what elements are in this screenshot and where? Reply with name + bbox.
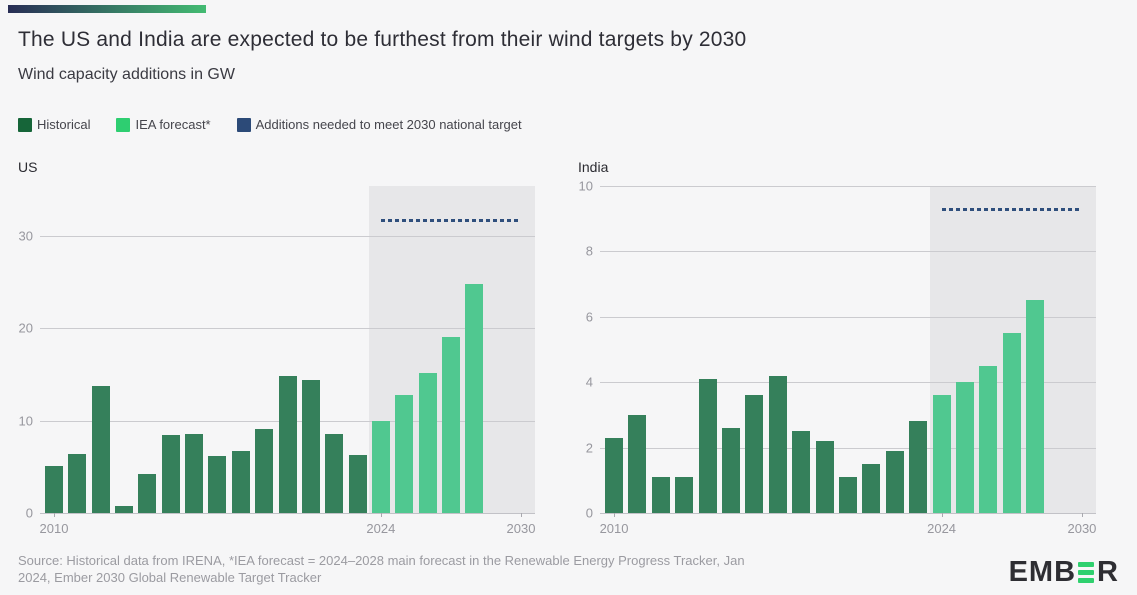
y-axis-label-8: 8 <box>585 243 593 259</box>
us-plot-area: 0 10 20 30 2010 2024 2030 <box>19 186 535 536</box>
gridline-20 <box>40 328 535 330</box>
y-axis-label-30: 30 <box>18 228 33 244</box>
y-axis-label-2: 2 <box>585 440 593 456</box>
page-title: The US and India are expected to be furt… <box>18 28 747 51</box>
legend-item-2: Additions needed to meet 2030 national t… <box>236 117 522 132</box>
ember-logo-text-r: R <box>1097 556 1119 588</box>
y-axis-label-0: 0 <box>25 505 33 521</box>
chart-title-us: US <box>18 159 38 175</box>
x-axis-label-2030: 2030 <box>1067 521 1097 536</box>
x-tick-2030 <box>1081 513 1083 517</box>
bar-2022 <box>325 433 344 513</box>
bar-2023 <box>348 454 367 513</box>
bar-2014 <box>698 378 717 513</box>
bar-2012 <box>91 386 110 513</box>
y-axis-label-0: 0 <box>585 505 593 521</box>
bar-2015 <box>161 435 180 513</box>
bar-2015 <box>722 427 741 513</box>
page-subtitle: Wind capacity additions in GW <box>18 66 235 83</box>
x-axis-label-2024: 2024 <box>927 521 957 536</box>
gridline-0 <box>600 513 1096 514</box>
bar-2025 <box>955 382 974 513</box>
bar-2016 <box>745 395 764 513</box>
bar-2027 <box>1002 333 1021 513</box>
target-line <box>941 207 1082 211</box>
bar-2026 <box>418 372 437 513</box>
bar-2016 <box>185 433 204 513</box>
bar-2023 <box>909 421 928 513</box>
bar-2025 <box>395 394 414 513</box>
y-axis-label-20: 20 <box>18 320 33 336</box>
gridline-2 <box>600 447 1096 449</box>
gridline-6 <box>600 316 1096 318</box>
x-axis-label-2024: 2024 <box>366 521 396 536</box>
x-axis-label-2030: 2030 <box>506 521 536 536</box>
x-axis-label-2010: 2010 <box>39 521 69 536</box>
gridline-8 <box>600 251 1096 253</box>
bar-2011 <box>628 414 647 513</box>
source-note-line2: 2024, Ember 2030 Global Renewable Target… <box>18 570 322 585</box>
bar-2010 <box>45 465 63 513</box>
source-note-line1: Source: Historical data from IRENA, *IEA… <box>18 553 745 568</box>
legend-swatch-icon <box>236 117 251 132</box>
legend-item-label: IEA forecast* <box>135 117 211 132</box>
target-line <box>380 219 521 223</box>
y-axis-label-6: 6 <box>585 309 593 325</box>
y-axis-label-10: 10 <box>578 178 593 194</box>
x-axis-label-2010: 2010 <box>599 521 629 536</box>
bar-2014 <box>138 474 157 513</box>
x-tick-2010 <box>614 513 616 517</box>
bar-2019 <box>815 441 834 513</box>
gridline-4 <box>600 382 1096 384</box>
ember-logo: EMB R <box>1009 556 1119 589</box>
y-axis-label-4: 4 <box>585 374 593 390</box>
bar-2017 <box>768 375 787 513</box>
legend-swatch-icon <box>18 117 32 132</box>
x-tick-2030 <box>520 513 522 517</box>
bar-2011 <box>68 453 87 513</box>
ember-logo-e-icon <box>1078 562 1095 583</box>
bar-2010 <box>605 437 624 513</box>
accent-bar <box>8 5 206 13</box>
bar-2028 <box>1026 300 1045 513</box>
bar-2026 <box>979 365 998 513</box>
chart-title-india: India <box>578 159 609 175</box>
legend-item-label: Additions needed to meet 2030 national t… <box>255 117 522 132</box>
x-tick-2024 <box>380 513 382 517</box>
bar-2024 <box>932 395 951 513</box>
bar-2013 <box>675 477 694 513</box>
legend-item-1: IEA forecast* <box>116 117 211 132</box>
bar-2027 <box>441 336 460 513</box>
gridline-10 <box>600 186 1096 187</box>
bar-2022 <box>885 450 904 513</box>
source-note: Source: Historical data from IRENA, *IEA… <box>18 552 745 586</box>
bar-2012 <box>651 477 670 513</box>
legend: Historical IEA forecast* Additions needed … <box>18 117 522 132</box>
india-plot-area: 0 2 4 6 8 10 2010 2024 2030 <box>579 179 1097 537</box>
bar-2018 <box>231 451 250 513</box>
x-tick-2024 <box>941 513 943 517</box>
bar-2017 <box>208 455 227 513</box>
bar-2013 <box>115 505 134 513</box>
x-tick-2010 <box>54 513 55 517</box>
y-axis-label-10: 10 <box>18 413 33 429</box>
ember-logo-text-emb: EMB <box>1008 556 1077 588</box>
bar-2028 <box>465 283 484 513</box>
bar-2021 <box>301 379 320 513</box>
gridline-0 <box>40 513 535 514</box>
legend-item-label: Historical <box>37 117 91 132</box>
bar-2019 <box>255 428 274 513</box>
legend-item-0: Historical <box>18 117 90 132</box>
bar-2020 <box>839 477 857 513</box>
bar-2021 <box>862 463 881 513</box>
bar-2018 <box>792 431 811 513</box>
bar-2020 <box>278 376 297 513</box>
legend-swatch-icon <box>116 117 131 132</box>
gridline-30 <box>40 235 535 237</box>
bar-2024 <box>371 420 390 513</box>
